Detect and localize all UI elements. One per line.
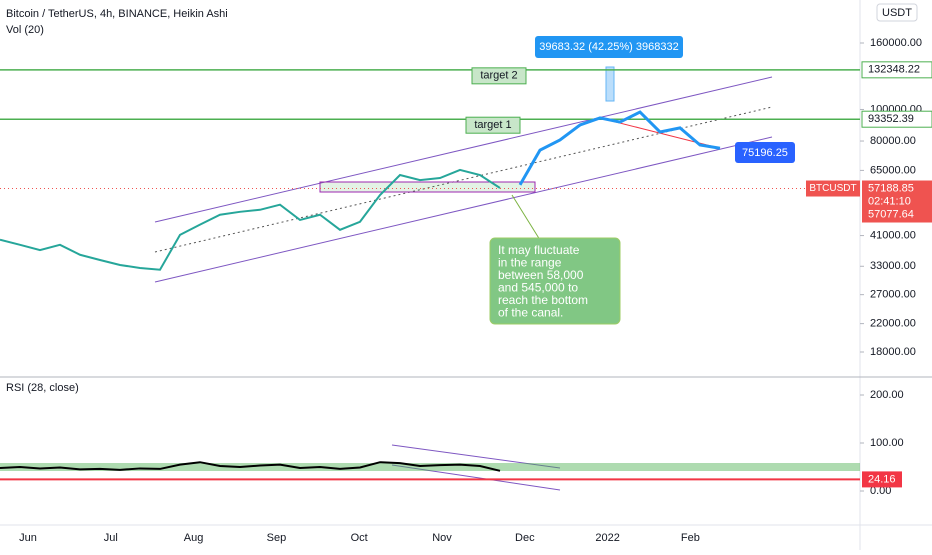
callout-text: It may fluctuate — [498, 243, 580, 257]
target-axis-label-bg — [861, 61, 932, 79]
channel-bottom — [154, 136, 773, 283]
rsi-tick-label: 200.00 — [870, 389, 904, 401]
last-price-bg — [862, 180, 932, 223]
callout-text: reach the bottom — [498, 293, 588, 307]
target-axis-label: 93352.39 — [868, 113, 914, 125]
callout-text: and 545,000 to — [498, 281, 578, 295]
channel-top — [154, 76, 773, 223]
price-tick-label: 80000.00 — [870, 135, 916, 147]
time-label: Feb — [681, 532, 700, 544]
price-tick-label: 33000.00 — [870, 260, 916, 272]
callout-text: in the range — [498, 256, 562, 270]
last-price-label: 57188.85 — [868, 182, 914, 194]
price-tick-label: 27000.00 — [870, 289, 916, 301]
time-label: Aug — [184, 532, 204, 544]
rsi-line — [0, 461, 501, 472]
price-tick-label: 22000.00 — [870, 318, 916, 330]
target-tag-bg — [465, 116, 521, 134]
measure-label: 39683.32 (42.25%) 3968332 — [539, 41, 678, 53]
end-label: 75196.25 — [742, 147, 788, 159]
currency-text[interactable]: USDT — [882, 7, 912, 19]
rsi-band — [0, 463, 860, 471]
time-label: Dec — [515, 532, 535, 544]
measure-label-bg — [535, 36, 683, 58]
target-axis-label-bg — [861, 110, 932, 128]
end-label-bg — [735, 142, 795, 163]
price-tick-label: 65000.00 — [870, 164, 916, 176]
currency-button[interactable] — [876, 3, 918, 22]
time-label: Sep — [267, 532, 287, 544]
rsi-channel-bottom — [391, 464, 561, 491]
time-label: Jun — [19, 532, 37, 544]
rsi-channel-top — [391, 444, 561, 469]
callout-pointer — [511, 194, 541, 241]
price-tick-label: 18000.00 — [870, 346, 916, 358]
symbol-tag-bg — [806, 180, 860, 197]
countdown: 02:41:10 — [868, 195, 911, 207]
time-label: Jul — [104, 532, 118, 544]
projection-line — [518, 110, 721, 186]
time-label: Oct — [351, 532, 368, 544]
measure-bar — [605, 66, 615, 102]
target-tag: target 2 — [480, 70, 517, 82]
range-box — [319, 181, 536, 193]
volume-label: Vol (20) — [6, 24, 44, 36]
price-line — [0, 168, 501, 271]
rsi-level-bg — [862, 471, 902, 488]
time-label: Nov — [432, 532, 452, 544]
target-axis-label: 132348.22 — [868, 64, 920, 76]
target-tag-bg — [471, 67, 527, 85]
callout-text: between 58,000 — [498, 268, 584, 282]
rsi-tick-label: 0.00 — [870, 485, 891, 497]
rsi-title: RSI (28, close) — [6, 382, 79, 394]
price-tick-label: 160000.00 — [870, 37, 922, 49]
rsi-tick-label: 100.00 — [870, 437, 904, 449]
symbol-tag: BTCUSDT — [809, 183, 856, 194]
callout-box — [489, 237, 621, 325]
low-price-label: 57077.64 — [868, 208, 914, 220]
channel-mid — [154, 106, 773, 253]
price-tick-label: 41000.00 — [870, 229, 916, 241]
symbol-title: Bitcoin / TetherUS, 4h, BINANCE, Heikin … — [6, 8, 228, 20]
target-tag: target 1 — [474, 119, 511, 131]
callout-text: of the canal. — [498, 306, 563, 320]
rsi-level-label: 24.16 — [868, 473, 896, 485]
time-label: 2022 — [595, 532, 619, 544]
